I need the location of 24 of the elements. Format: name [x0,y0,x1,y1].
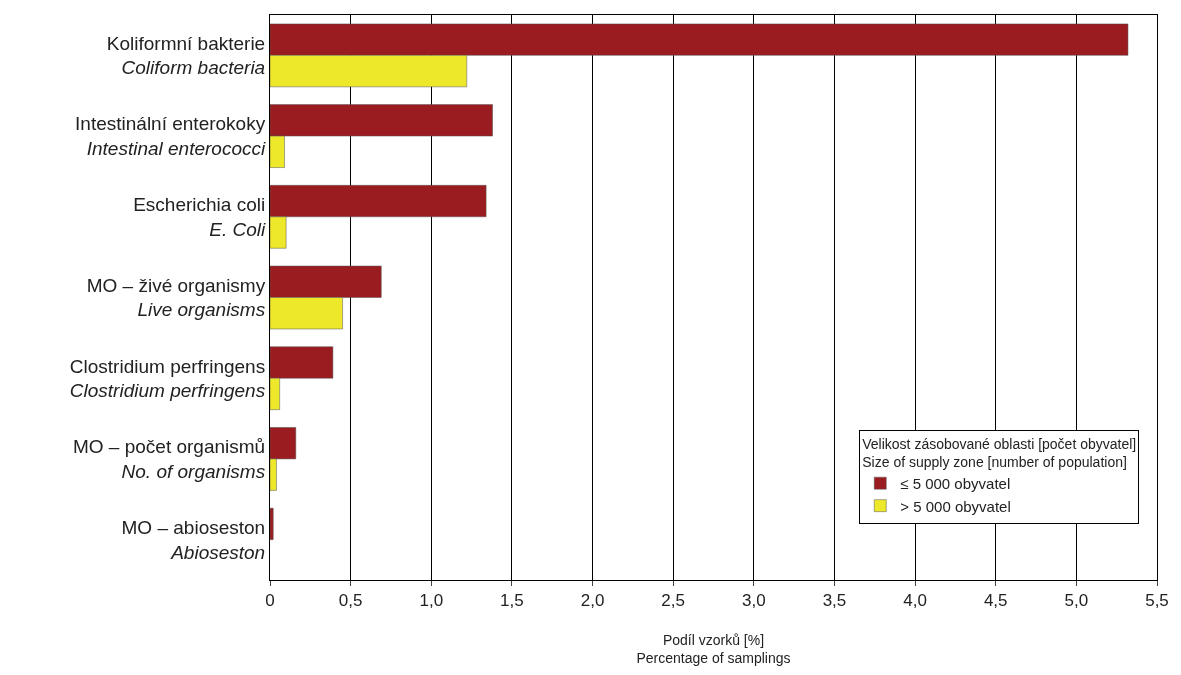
y-tick-label: Intestinální enterokoky Intestinal enterococci [75,113,266,160]
x-tick-label: 0 [265,591,275,611]
x-tick-label: 2,0 [580,591,605,611]
y-tick-label: MO – živé organismy Live organisms [86,274,266,321]
bar [270,507,274,540]
x-tick-label: 1,5 [500,591,524,611]
x-tick-label: 3,0 [742,591,766,611]
x-tick-label: 2,5 [661,591,685,611]
y-tick-label: Clostridium perfringens Clostridium perfringens [69,355,266,402]
y-tick-label: MO – abioseston Abioseston [121,516,266,563]
x-tick-label: 4,0 [903,591,927,611]
legend-label: ≤ 5 000 obyvatel [900,475,1011,492]
x-tick-label: 5,0 [1064,591,1089,611]
x-tick-label: 3,5 [822,591,847,611]
y-tick-label: MO – počet organismů No. of organisms [73,436,266,482]
y-tick-label: Escherichia coli E. Coli [133,194,266,240]
x-axis-title: Podíl vzorků [%] Percentage of samplings [636,631,791,666]
y-tick-label: Koliformní bakterie Coliform bacteria [106,32,266,79]
x-tick-label: 5,5 [1145,591,1169,611]
x-tick-label: 4,5 [983,591,1008,611]
x-tick-label: 1,0 [419,591,444,611]
x-tick-label: 0,5 [338,591,363,611]
legend-title: Velikost zásobované oblasti [počet obyvatel] Size of supply zone [number of population] [862,435,1137,470]
legend-label: > 5 000 obyvatel [900,497,1011,515]
